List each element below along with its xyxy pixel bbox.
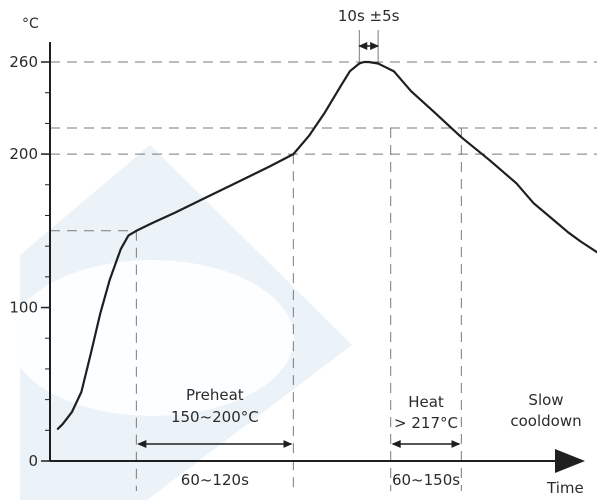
zone-range-preheat: 150~200°C bbox=[171, 408, 259, 426]
y-tick-label: 100 bbox=[9, 299, 38, 317]
heat-duration-label: 60~150s bbox=[392, 471, 460, 489]
guide-lines bbox=[50, 30, 597, 491]
zone-label-preheat: Preheat bbox=[186, 386, 244, 404]
annotations: 10s ±5s Preheat 150~200°C 60~120s Heat > 217°… bbox=[137, 7, 582, 489]
y-axis-unit: °C bbox=[22, 16, 39, 32]
y-tick-label: 260 bbox=[9, 53, 38, 71]
x-axis-arrowhead bbox=[555, 449, 585, 473]
axes: 0 100 200 260 °C Time bbox=[9, 16, 585, 497]
peak-width-label: 10s ±5s bbox=[338, 7, 400, 25]
zone-label-cooldown: Slow bbox=[528, 391, 563, 409]
series-group bbox=[56, 60, 597, 430]
zone-label-heat: Heat bbox=[408, 393, 444, 411]
profile-curve bbox=[56, 60, 597, 430]
zone-range-heat: > 217°C bbox=[394, 414, 458, 432]
y-tick-label: 200 bbox=[9, 145, 38, 163]
x-axis-label: Time bbox=[546, 479, 584, 497]
y-tick-label: 0 bbox=[28, 452, 38, 470]
zone-label-cooldown-2: cooldown bbox=[510, 412, 581, 430]
preheat-duration-label: 60~120s bbox=[181, 471, 249, 489]
watermark-logo bbox=[10, 145, 352, 500]
